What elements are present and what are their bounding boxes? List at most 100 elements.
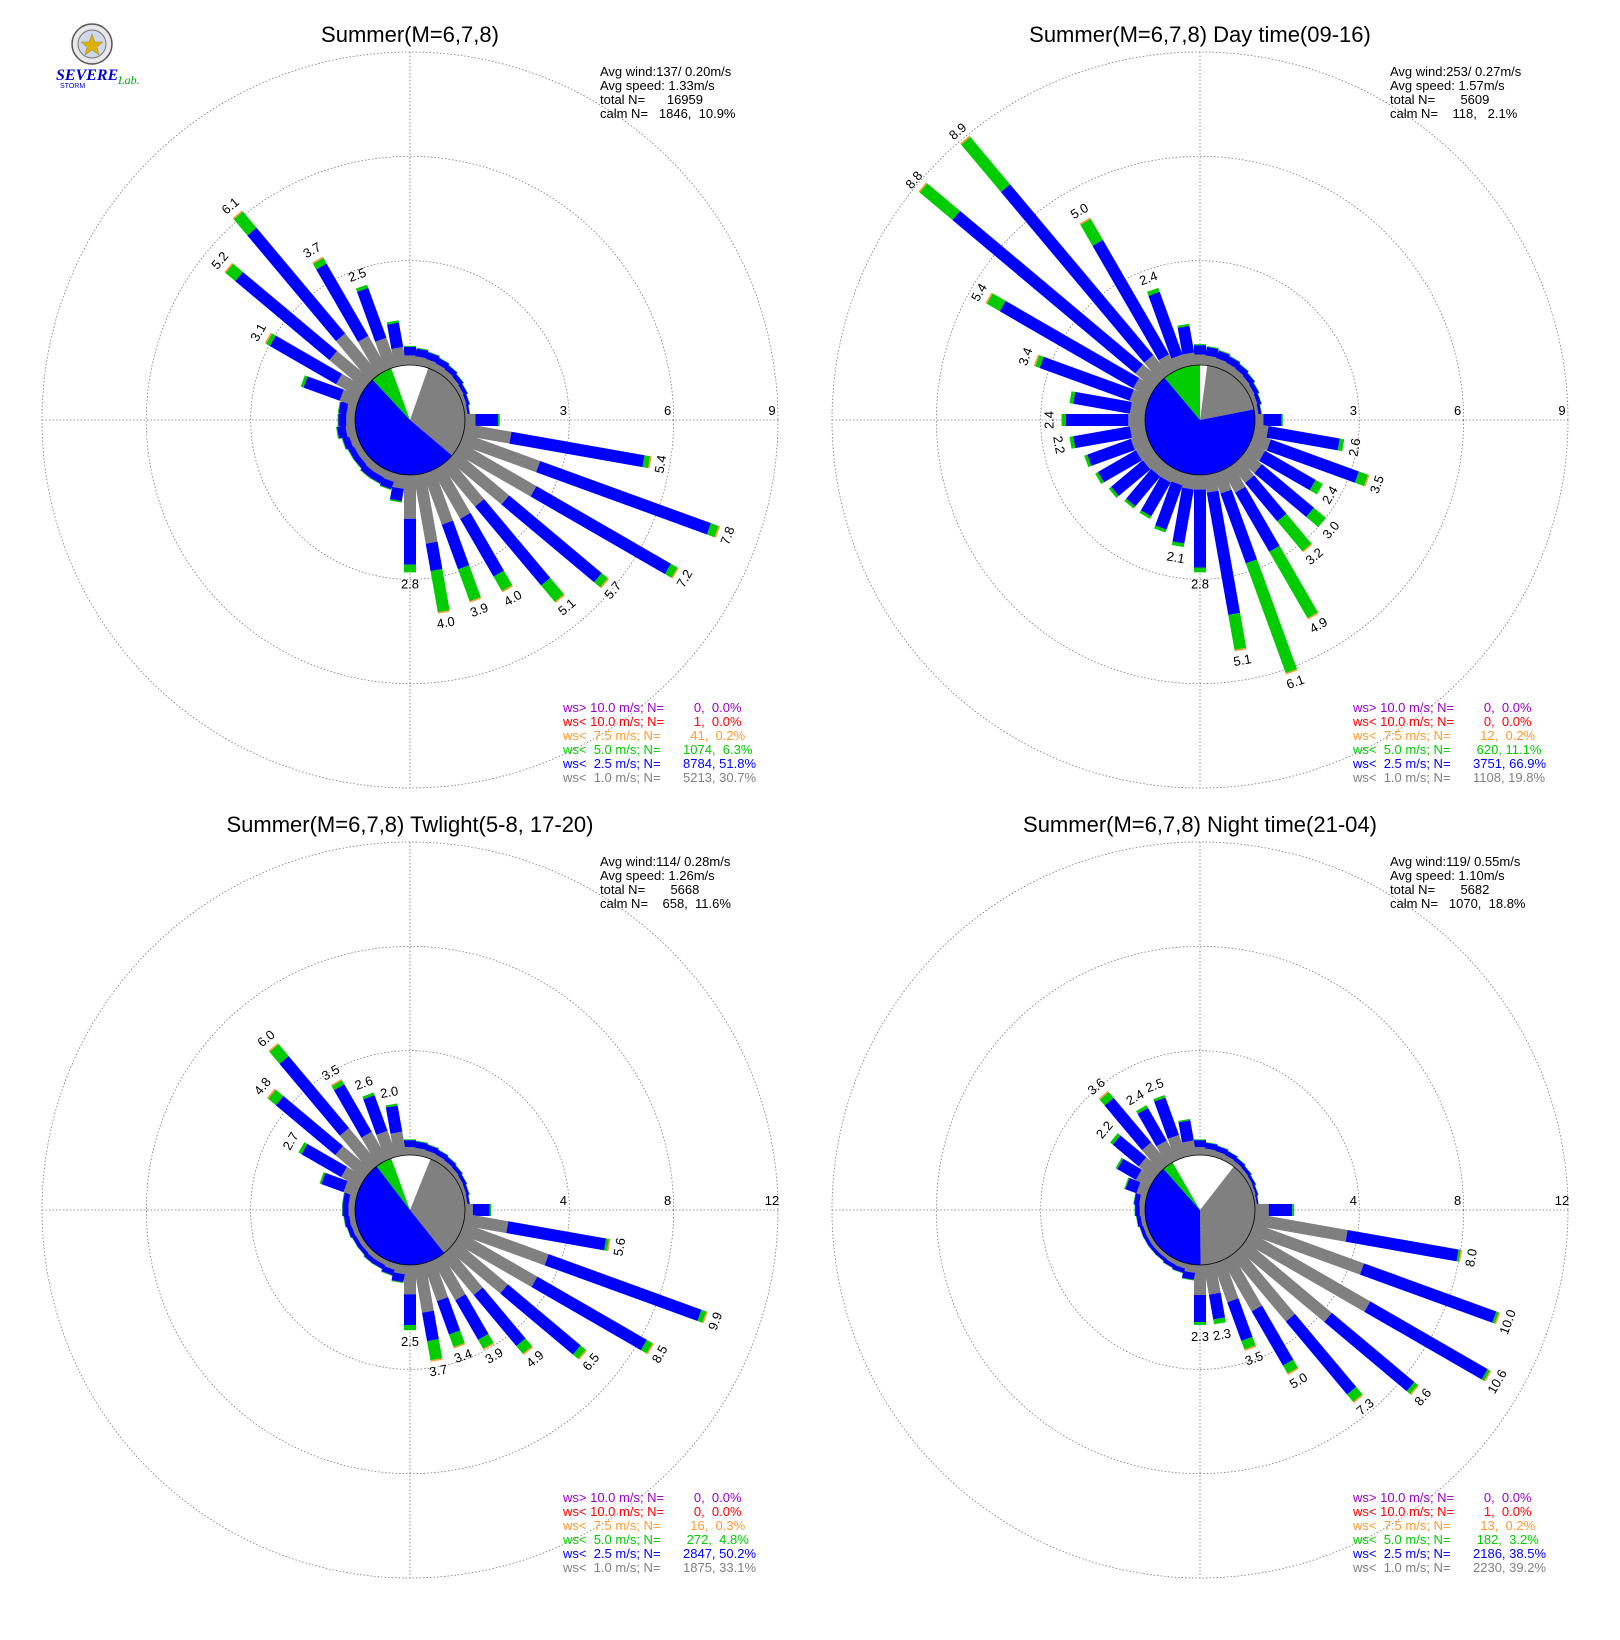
bar-value-label: 5.6	[610, 1237, 628, 1257]
bar-segment-lt7-5	[268, 1042, 279, 1052]
bar-segment-lt5	[642, 455, 651, 469]
bar-segment-lt1	[1151, 1240, 1162, 1253]
direction-bar	[1253, 403, 1263, 417]
bar-segment-lt2-5	[452, 373, 464, 386]
bar-segment-lt7-5	[1033, 354, 1040, 367]
bar-segment-lt1	[1244, 1175, 1254, 1188]
bar-segment-lt2-5	[343, 1214, 352, 1228]
direction-bar	[1203, 1141, 1218, 1157]
windrose-chart-daytime: Summer(M=6,7,8) Day time(09-16) 3 6 9 2.63.5…	[831, 22, 1569, 789]
bar-segment-lt2-5	[1263, 414, 1282, 426]
direction-bar	[1110, 1133, 1162, 1180]
direction-bar	[355, 284, 397, 371]
bar-value-label: 3.0	[1319, 518, 1342, 541]
direction-bar	[404, 1265, 416, 1331]
logo-word-storm: STORM	[60, 83, 85, 90]
bar-segment-lt7-5	[714, 525, 721, 538]
stat-total: total N= 5682	[1390, 882, 1489, 897]
direction-bar	[1255, 414, 1283, 426]
bar-segment-lt1	[1156, 1140, 1178, 1166]
direction-bar	[459, 1183, 470, 1197]
bar-segment-lt5	[1178, 1118, 1191, 1123]
stat-avg-speed: Avg speed: 1.26m/s	[600, 868, 715, 883]
direction-bar	[1134, 1204, 1145, 1216]
bar-segment-lt1	[1138, 1157, 1162, 1180]
bar-segment-lt2-5	[1140, 476, 1171, 517]
bar-segment-lt1	[413, 473, 438, 544]
stat-calm: calm N= 658, 11.6%	[600, 896, 731, 911]
bar-segment-lt5	[404, 564, 416, 573]
bar-segment-lt5	[1205, 1141, 1218, 1145]
center-pie	[354, 364, 466, 476]
bar-segment-lt5	[1080, 218, 1103, 246]
bar-segment-lt1	[1230, 1248, 1296, 1322]
bar-segment-lt2-5	[425, 352, 440, 364]
bar-segment-lt1	[1249, 394, 1258, 407]
bar-segment-lt7-5	[1234, 647, 1247, 652]
direction-bar	[337, 401, 357, 417]
bar-segment-lt1	[339, 1128, 380, 1172]
bar-value-label: 3.5	[1367, 473, 1387, 495]
bar-segment-lt7-5	[554, 594, 565, 604]
bar-segment-lt7-5	[312, 256, 324, 264]
direction-bar	[1115, 1157, 1156, 1188]
bar-segment-lt5	[355, 284, 369, 292]
ring-label: 6	[664, 403, 671, 418]
bar-segment-lt2-5	[1139, 1224, 1147, 1237]
stat-calm: calm N= 118, 2.1%	[1390, 106, 1518, 121]
bar-segment-lt5	[447, 1156, 457, 1165]
legend-lt10-value: 0, 0.0%	[683, 1504, 742, 1519]
bar-value-label: 3.5	[1243, 1348, 1265, 1368]
bar-segment-lt5	[337, 414, 339, 426]
stat-total: total N= 16959	[600, 92, 703, 107]
windrose-panel-daytime: Summer(M=6,7,8) Day time(09-16) 3 6 9 2.6 3.5…	[800, 0, 1600, 800]
direction-bar	[463, 1213, 611, 1252]
bar-value-label: 3.7	[300, 239, 323, 261]
bar-segment-lt7-5	[232, 210, 243, 220]
bar-segment-lt2-5	[1097, 450, 1142, 483]
bar-segment-lt1	[1213, 469, 1232, 494]
bar-segment-lt2-5	[381, 1265, 395, 1276]
bar-segment-lt2-5	[1215, 1145, 1229, 1155]
bar-segment-lt2-5	[436, 1297, 461, 1335]
legend-lt5-label: ws< 5.0 m/s; N=	[562, 1532, 661, 1547]
bar-segment-lt1	[358, 335, 388, 376]
bar-value-label: 8.0	[1462, 1248, 1480, 1268]
center-pie-outline	[354, 364, 466, 476]
bar-segment-lt5	[404, 345, 416, 347]
bar-segment-lt5	[353, 459, 362, 469]
direction-bar	[341, 1204, 355, 1216]
bar-segment-lt5	[1269, 545, 1318, 619]
bar-segment-lt2-5	[1249, 382, 1260, 396]
bar-segment-lt7-5	[453, 1342, 466, 1349]
bar-segment-lt5	[266, 333, 276, 346]
pie-slice-lt5	[376, 1158, 410, 1210]
bar-segment-lt5	[1306, 507, 1326, 528]
direction-bar	[312, 256, 388, 376]
direction-bar	[1222, 464, 1319, 620]
bar-segment-lt1	[1182, 1140, 1197, 1157]
bar-segment-lt1	[454, 1232, 538, 1288]
bar-segment-lt2-5	[321, 1172, 348, 1193]
bar-segment-lt2-5	[391, 1272, 405, 1283]
bar-segment-lt1	[355, 1232, 366, 1245]
bar-segment-lt1	[1135, 442, 1156, 461]
bar-segment-lt2-5	[1194, 345, 1206, 355]
bar-value-label: 10.0	[1496, 1307, 1519, 1336]
bar-value-label: 6.1	[1284, 672, 1306, 692]
logo-seal-icon: SEVERE STORM Lab.	[56, 23, 140, 90]
ring-label: 4	[560, 1193, 567, 1208]
bar-segment-lt2-5	[1235, 486, 1280, 552]
legend-gt10-label: ws> 10.0 m/s; N=	[562, 1490, 664, 1505]
bar-segment-lt2-5	[1253, 392, 1262, 406]
pie-slice-lt1	[1200, 365, 1254, 420]
direction-bar	[1203, 473, 1247, 652]
bar-segment-lt2-5	[1194, 1294, 1206, 1322]
bar-segment-lt5	[1171, 541, 1185, 548]
bar-value-label: 2.4	[1042, 411, 1057, 429]
bar-segment-lt7-5	[671, 567, 679, 579]
bar-segment-lt1	[1244, 442, 1266, 462]
ring-label: 4	[1350, 1193, 1357, 1208]
bar-segment-lt5	[428, 351, 440, 357]
bar-segment-lt2-5	[1162, 1258, 1176, 1269]
